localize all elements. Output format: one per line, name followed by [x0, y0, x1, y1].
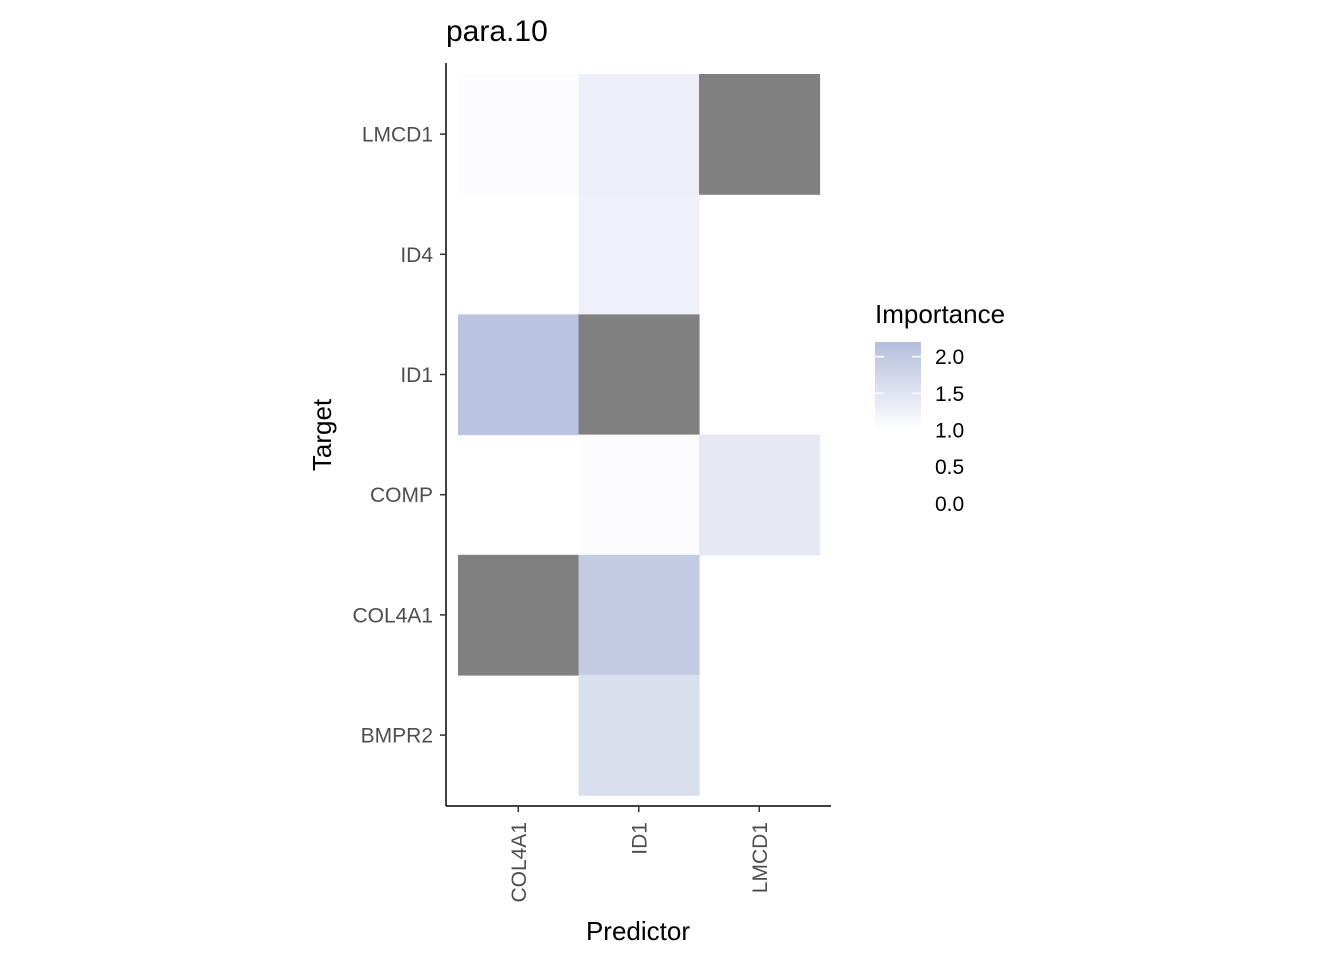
cell-id1-comp: [578, 434, 700, 556]
x-axis-title: Predictor: [586, 916, 690, 946]
y-tick-label-lmcd1: LMCD1: [362, 124, 433, 147]
cell-id1-col4a1: [578, 554, 700, 676]
legend-label-1-0: 1.0: [935, 420, 964, 443]
legend-label-0-5: 0.5: [935, 456, 964, 479]
cell-id1-id4: [578, 194, 700, 315]
legend-label-1-5: 1.5: [935, 383, 964, 406]
y-axis-title: Target: [307, 398, 337, 471]
y-tick-label-id1: ID1: [400, 364, 433, 387]
cell-lmcd1-lmcd1: [699, 74, 821, 195]
cell-col4a1-id1: [458, 314, 580, 436]
y-tick-label-bmpr2: BMPR2: [361, 725, 433, 748]
chart-title: para.10: [446, 15, 548, 48]
cell-id1-lmcd1: [578, 74, 700, 195]
y-tick-label-comp: COMP: [370, 484, 433, 507]
cell-col4a1-lmcd1: [458, 74, 580, 195]
legend-colorbar: [875, 342, 921, 430]
y-axis-ticks: BMPR2 COL4A1 COMP ID1 ID4 LMCD1: [352, 124, 446, 748]
legend-labels: 2.0 1.5 1.0 0.5 0.0: [935, 346, 964, 516]
legend-ticks: [875, 355, 921, 431]
x-axis-ticks: COL4A1 ID1 LMCD1: [508, 806, 772, 903]
x-tick-label-col4a1: COL4A1: [508, 822, 531, 903]
y-tick-label-col4a1: COL4A1: [352, 604, 433, 627]
cell-col4a1-col4a1: [458, 554, 580, 676]
cell-lmcd1-comp: [699, 434, 821, 556]
x-tick-label-lmcd1: LMCD1: [749, 822, 772, 893]
y-tick-label-id4: ID4: [400, 244, 433, 267]
cell-id1-id1: [578, 314, 700, 436]
legend-label-2-0: 2.0: [935, 346, 964, 369]
legend-title: Importance: [875, 299, 1005, 329]
cell-id1-bmpr2: [578, 675, 700, 796]
legend-label-0-0: 0.0: [935, 493, 964, 516]
heatmap-cells: [458, 74, 821, 796]
x-tick-label-id1: ID1: [628, 822, 651, 855]
